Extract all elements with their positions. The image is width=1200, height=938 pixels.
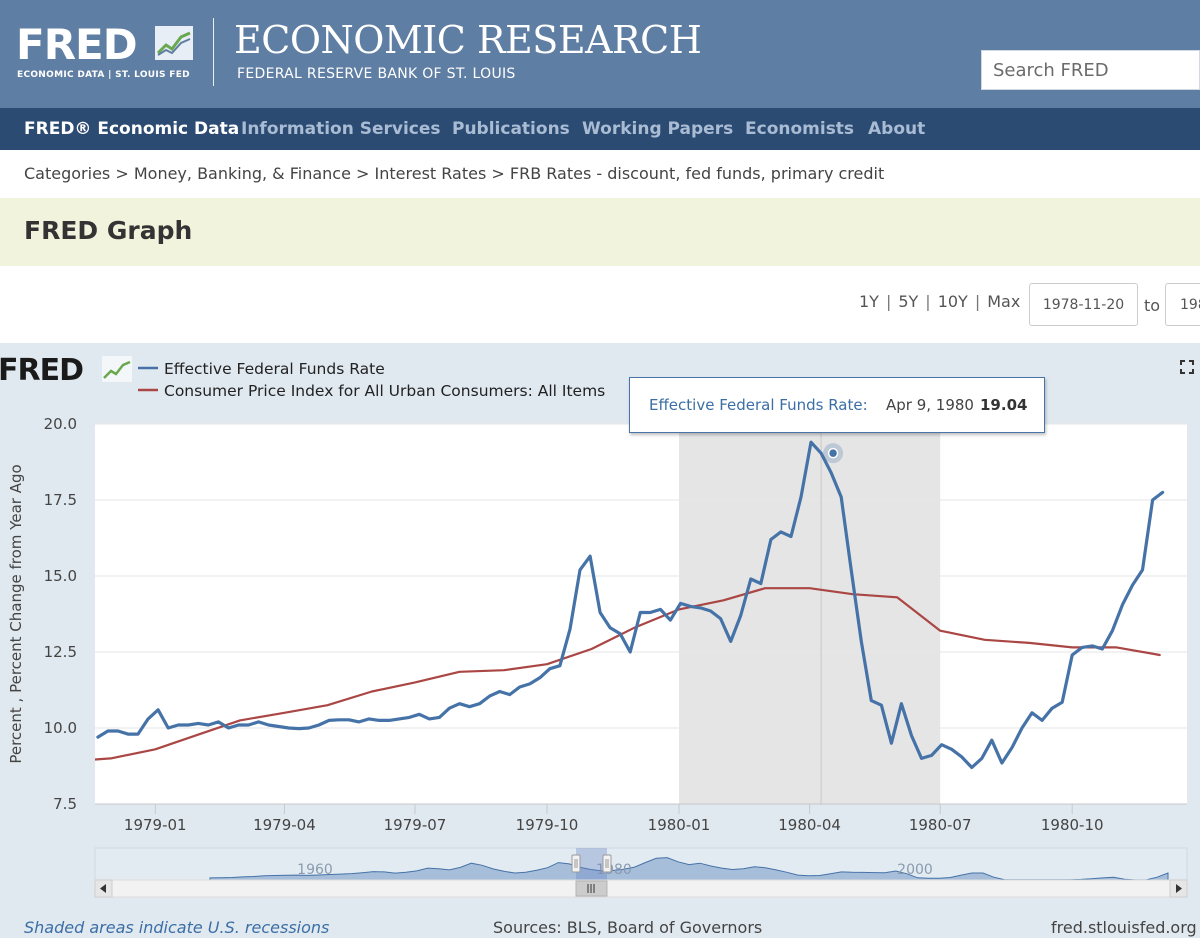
x-tick-label: 1979-10 [516,816,579,834]
breadcrumb: Categories > Money, Banking, & Finance >… [24,164,884,183]
range-5y-button[interactable]: 5Y [898,292,919,311]
chart-logo-icon-bg [102,356,132,382]
scroll-right-icon [1176,884,1182,893]
y-tick-label: 10.0 [44,719,77,737]
x-tick-label: 1980-07 [909,816,972,834]
fred-logo-subtitle: ECONOMIC DATA | ST. LOUIS FED [17,70,190,80]
range-separator: | [974,292,981,311]
economic-research-title[interactable]: ECONOMIC RESEARCH [234,18,702,62]
chart-logo-icon-line [103,360,131,379]
navigator-handle[interactable] [602,854,612,873]
fullscreen-icon[interactable] [1180,360,1194,374]
range-max-button[interactable]: Max [987,292,1021,311]
legend-item-fedfunds[interactable]: Effective Federal Funds Rate [164,360,385,378]
y-tick-label: 20.0 [44,415,77,433]
navigator-label: 1960 [297,862,333,878]
series-line-cpi [95,587,1161,761]
breadcrumb-item[interactable]: FRB Rates - discount, fed funds, primary… [509,164,885,183]
breadcrumb-separator: > [115,164,129,183]
date-range-buttons: 1Y | 5Y | 10Y | Max [859,292,1020,311]
page-title-bar [0,198,1200,266]
nav-item-about[interactable]: About [868,119,926,139]
nav-item-fred-economic-data[interactable]: FRED® Economic Data [24,119,240,139]
tooltip-series-name: Effective Federal Funds Rate: [649,396,868,414]
navigator-selection [576,848,607,880]
date-range-to-label: to [1144,296,1161,315]
nav-item-working-papers[interactable]: Working Papers [582,119,734,139]
hover-point-marker [827,447,839,459]
nav-item-information-services[interactable]: Information Services [241,119,441,139]
page-title: FRED Graph [24,216,193,245]
navigator-scrollbar-track [94,879,1188,898]
chart-fred-logo: FRED [0,353,83,388]
header-divider [213,18,214,86]
breadcrumb-separator: > [491,164,505,183]
legend-item-cpi[interactable]: Consumer Price Index for All Urban Consu… [164,382,605,400]
range-separator: | [885,292,892,311]
tooltip-date: Apr 9, 1980 [886,396,974,414]
nav-item-economists[interactable]: Economists [745,119,855,139]
x-tick-label: 1979-04 [253,816,316,834]
main-nav: FRED® Economic Data Information Services… [0,108,1200,150]
chart-logo-icon [102,356,132,382]
scroll-left-icon [100,884,106,893]
x-tick-label: 1980-01 [648,816,711,834]
navigator-label: 2000 [897,862,933,878]
end-date-input[interactable] [1165,283,1200,326]
y-tick-label: 17.5 [44,491,77,509]
chart-sources: Sources: BLS, Board of Governors [493,918,763,937]
fred-logo[interactable]: FRED [16,20,138,69]
range-10y-button[interactable]: 10Y [937,292,968,311]
fred-url-link[interactable]: fred.stlouisfed.org [1051,918,1197,937]
tooltip-value: 19.04 [980,396,1028,414]
x-tick-label: 1979-01 [124,816,187,834]
breadcrumb-item[interactable]: Categories [24,164,111,183]
x-tick-label: 1979-07 [384,816,447,834]
breadcrumb-separator: > [356,164,370,183]
range-separator: | [925,292,931,311]
x-tick-label: 1980-04 [778,816,841,834]
y-tick-label: 15.0 [44,567,77,585]
start-date-input[interactable] [1029,283,1138,326]
breadcrumb-item[interactable]: Money, Banking, & Finance [133,164,351,183]
series-line-fedfunds [96,440,1165,770]
recession-shade [679,424,941,804]
breadcrumb-item[interactable]: Interest Rates [374,164,487,183]
y-tick-label: 7.5 [53,795,77,813]
y-tick-label: 12.5 [44,643,77,661]
navigator-handle[interactable] [571,854,581,873]
x-tick-label: 1980-10 [1041,816,1104,834]
range-1y-button[interactable]: 1Y [859,292,879,311]
chart-tooltip: Effective Federal Funds Rate: Apr 9, 198… [629,377,1045,433]
nav-item-publications[interactable]: Publications [452,119,570,139]
y-axis-label: Percent , Percent Change from Year Ago [7,464,25,763]
recession-note-link[interactable]: Shaded areas indicate U.S. recessions [24,918,330,937]
fred-logo-chart-icon [155,26,193,60]
economic-research-subtitle: FEDERAL RESERVE BANK OF ST. LOUIS [237,66,516,82]
